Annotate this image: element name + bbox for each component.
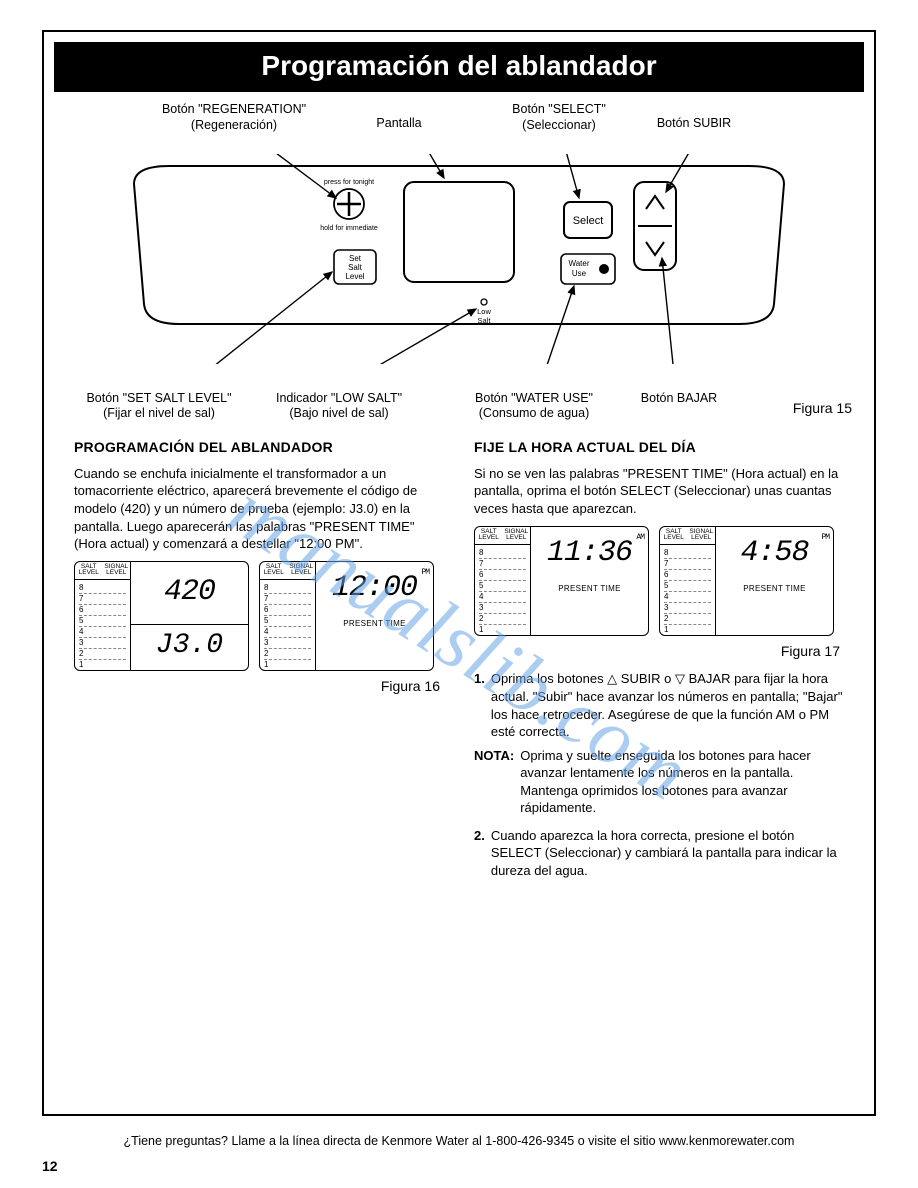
nota: NOTA: Oprima y suelte enseguida los boto… [474, 747, 844, 817]
lcd-fig17-a: SALTLEVELSIGNALLEVEL 87654321 11:36AM PR… [474, 526, 649, 636]
svg-text:Level: Level [345, 272, 364, 281]
label-subir: Botón SUBIR [639, 102, 749, 133]
right-column: FIJE LA HORA ACTUAL DEL DÍA Si no se ven… [474, 432, 844, 885]
left-heading: PROGRAMACIÓN DEL ABLANDADOR [74, 438, 444, 457]
figure-16-caption: Figura 16 [74, 677, 440, 696]
label-wateruse: Botón "WATER USE" (Consumo de agua) [454, 391, 614, 422]
left-paragraph: Cuando se enchufa inicialmente el transf… [74, 465, 444, 553]
svg-text:Salt: Salt [348, 263, 363, 272]
figure-15-caption: Figura 15 [793, 400, 852, 416]
svg-text:press for tonight: press for tonight [324, 179, 374, 186]
lcd-value: 420 [131, 562, 248, 624]
control-panel-svg: Select press for tonight hold for immedi… [74, 154, 844, 364]
label-bajar: Botón BAJAR [624, 391, 734, 422]
left-column: PROGRAMACIÓN DEL ABLANDADOR Cuando se en… [74, 432, 444, 885]
right-paragraph: Si no se ven las palabras "PRESENT TIME"… [474, 465, 844, 518]
svg-text:Use: Use [572, 269, 587, 278]
page-number: 12 [42, 1158, 58, 1174]
label-setsalt: Botón "SET SALT LEVEL" (Fijar el nivel d… [74, 391, 244, 422]
label-regeneration: Botón "REGENERATION" (Regeneración) [134, 102, 334, 133]
page-title: Programación del ablandador [54, 42, 864, 92]
page-frame: Programación del ablandador Botón "REGEN… [42, 30, 876, 1116]
step-1: 1. Oprima los botones △ SUBIR o ▽ BAJAR … [474, 670, 844, 740]
lcd-value: 12:00PM [316, 562, 433, 615]
btn-select-text: Select [573, 215, 604, 227]
label-lowsalt: Indicador "LOW SALT" (Bajo nivel de sal) [254, 391, 424, 422]
label-pantalla: Pantalla [344, 102, 454, 133]
svg-text:Set: Set [349, 254, 362, 263]
footer-text: ¿Tiene preguntas? Llame a la línea direc… [42, 1134, 876, 1148]
lcd-fig16-b: SALTLEVELSIGNALLEVEL 87654321 12:00PM PR… [259, 561, 434, 671]
lcd-fig16-a: SALTLEVELSIGNALLEVEL 87654321 420 J3.0 [74, 561, 249, 671]
svg-text:hold for immediate: hold for immediate [320, 225, 378, 232]
lcd-scale: 87654321 [75, 580, 130, 671]
label-select: Botón "SELECT" (Seleccionar) [489, 102, 629, 133]
lcd-value-2: J3.0 [131, 624, 248, 670]
right-heading: FIJE LA HORA ACTUAL DEL DÍA [474, 438, 844, 457]
lcd-fig17-b: SALTLEVELSIGNALLEVEL 87654321 4:58PM PRE… [659, 526, 834, 636]
svg-text:Low: Low [477, 307, 491, 316]
svg-text:Water: Water [568, 259, 589, 268]
figure-17-caption: Figura 17 [474, 642, 840, 661]
step-2: 2. Cuando aparezca la hora correcta, pre… [474, 827, 844, 880]
figure-15-panel: Botón "REGENERATION" (Regeneración) Pant… [74, 102, 844, 422]
svg-text:Salt: Salt [478, 316, 492, 325]
